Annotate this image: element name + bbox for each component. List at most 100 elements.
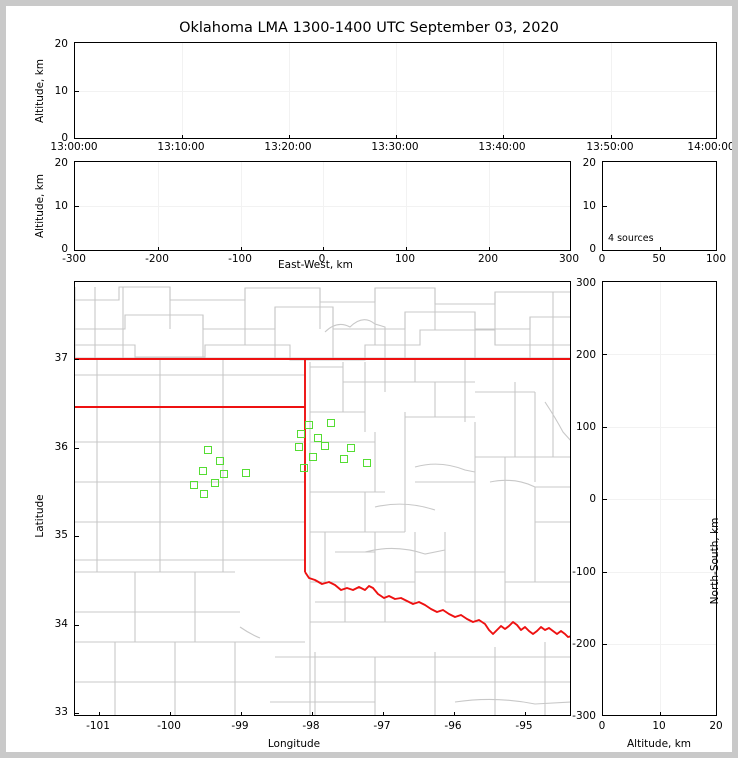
ytick-label: -200	[572, 638, 596, 650]
xtick-label: 13:30:00	[371, 141, 419, 153]
lma-station-marker	[347, 444, 355, 452]
figure-title: Oklahoma LMA 1300-1400 UTC September 03,…	[179, 20, 559, 36]
panel-time-height[interactable]	[74, 42, 717, 139]
gridline	[289, 43, 290, 138]
lma-station-marker	[297, 430, 305, 438]
ytick-label: 0	[589, 243, 596, 255]
lma-station-marker	[190, 481, 198, 489]
lma-station-marker	[211, 479, 219, 487]
lma-station-marker	[216, 457, 224, 465]
xtick-label: -100	[228, 253, 252, 265]
map-geometry	[75, 286, 570, 715]
source-count-annotation: 4 sources	[608, 233, 654, 244]
gridline	[323, 162, 324, 250]
xtick-label: -98	[302, 720, 320, 732]
lma-station-marker	[242, 469, 250, 477]
lma-station-marker	[363, 459, 371, 467]
tick	[611, 134, 612, 138]
tick	[603, 354, 607, 355]
ytick-label: 35	[54, 529, 68, 541]
tick	[603, 572, 607, 573]
ytick-label: 10	[54, 85, 68, 97]
tick	[170, 711, 171, 715]
gridline	[603, 427, 716, 428]
oklahoma-state-boundary	[75, 358, 570, 638]
tick	[454, 711, 455, 715]
xtick-label: 13:00:00	[50, 141, 98, 153]
gridline	[603, 572, 716, 573]
xtick-label: 0	[598, 720, 606, 732]
gridline	[241, 162, 242, 250]
gridline	[406, 162, 407, 250]
panel-altitude-histogram[interactable]: 4 sources	[602, 161, 717, 251]
ytick-label: 33	[54, 706, 68, 718]
tick	[75, 359, 79, 360]
ytick-label: 34	[54, 618, 68, 630]
ytick-label: 36	[54, 441, 68, 453]
tick	[75, 91, 79, 92]
ytick-label: -100	[572, 566, 596, 578]
tick	[182, 134, 183, 138]
xtick-label: 300	[558, 253, 580, 265]
panel-map[interactable]	[74, 281, 571, 716]
tick	[660, 246, 661, 250]
xtick-label: 14:00:00	[687, 141, 735, 153]
tick	[312, 711, 313, 715]
tick	[603, 250, 607, 251]
lma-station-marker	[300, 464, 308, 472]
panel-ew-height[interactable]	[74, 161, 571, 251]
tick	[75, 713, 79, 714]
lma-station-marker	[309, 453, 317, 461]
tick	[75, 536, 79, 537]
ytick-label: 200	[575, 349, 596, 361]
xtick-label: 0	[598, 253, 606, 265]
tick	[323, 246, 324, 250]
xtick-label: -96	[444, 720, 462, 732]
ytick-label: -300	[572, 710, 596, 722]
gridline	[396, 43, 397, 138]
xtick-label: -200	[145, 253, 169, 265]
lma-station-marker	[314, 434, 322, 442]
gridline	[75, 206, 570, 207]
xtick-label: 13:40:00	[478, 141, 526, 153]
tick	[75, 448, 79, 449]
lma-station-marker	[327, 419, 335, 427]
gridline	[182, 43, 183, 138]
ytick-label: 100	[575, 421, 596, 433]
gridline	[660, 282, 661, 715]
ytick-label: 300	[575, 277, 596, 289]
gridline	[158, 162, 159, 250]
axis-label-altitude-km: Altitude, km	[626, 738, 692, 750]
xtick-label: 200	[477, 253, 499, 265]
lma-station-marker	[340, 455, 348, 463]
gridline	[603, 354, 716, 355]
axis-label-latitude: Latitude	[34, 494, 46, 538]
tick	[99, 711, 100, 715]
xtick-label: 13:10:00	[157, 141, 205, 153]
ytick-label: 0	[589, 493, 596, 505]
tick	[660, 711, 661, 715]
ytick-label: 10	[582, 200, 596, 212]
lma-station-marker	[200, 490, 208, 498]
lma-station-marker	[220, 470, 228, 478]
tick	[75, 625, 79, 626]
axis-label-longitude: Longitude	[267, 738, 321, 750]
xtick-label: 100	[705, 253, 727, 265]
ytick-label: 0	[61, 243, 68, 255]
xtick-label: 0	[318, 253, 326, 265]
panel-ns-height[interactable]	[602, 281, 717, 716]
gridline	[75, 91, 716, 92]
lma-station-marker	[199, 467, 207, 475]
axis-label-north-south: North-South, km	[709, 517, 721, 605]
tick	[603, 427, 607, 428]
ytick-label: 0	[61, 132, 68, 144]
axis-label-altitude: Altitude, km	[34, 58, 46, 124]
axis-label-east-west: East-West, km	[278, 259, 353, 271]
xtick-label: 13:20:00	[264, 141, 312, 153]
gridline	[611, 43, 612, 138]
ytick-label: 37	[54, 352, 68, 364]
lma-station-marker	[305, 421, 313, 429]
tick	[603, 206, 607, 207]
gridline	[603, 499, 716, 500]
